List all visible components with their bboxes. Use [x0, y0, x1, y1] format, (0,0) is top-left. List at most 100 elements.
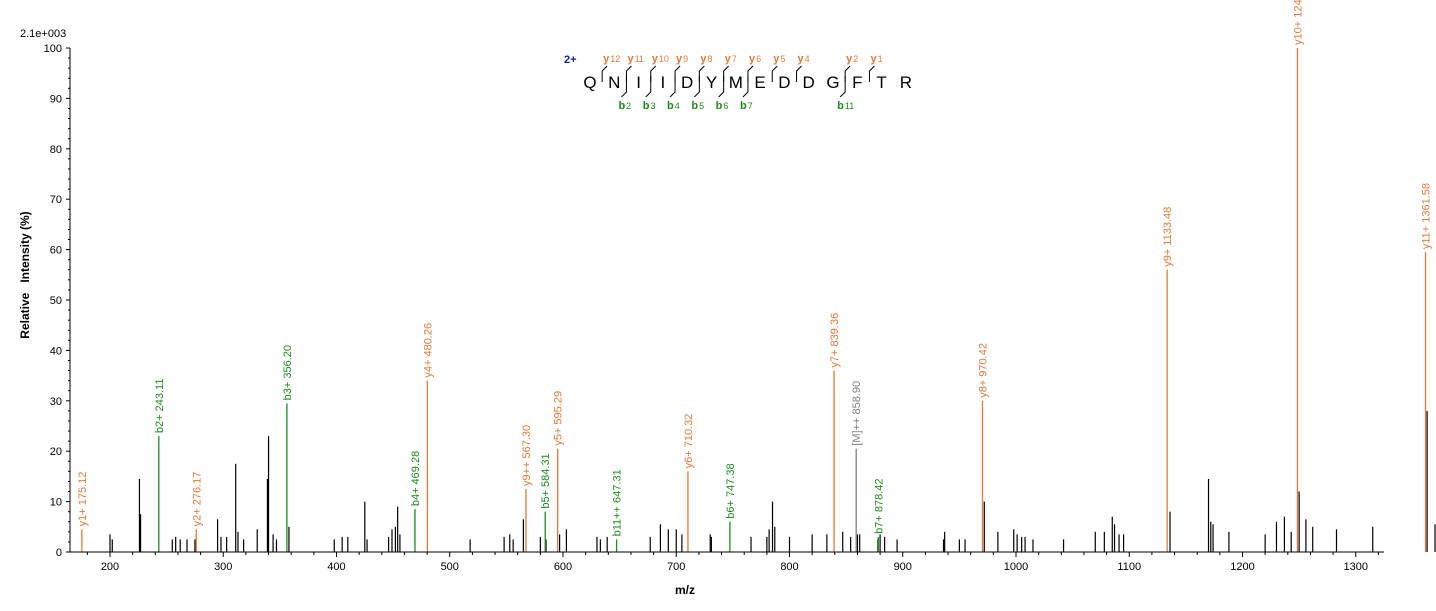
y-fragment-bracket: [771, 65, 778, 82]
residue: Y: [706, 73, 717, 92]
peak-label-15: y8+ 970.42: [978, 343, 990, 398]
y-ion-number: 10: [659, 54, 669, 64]
residue: D: [681, 73, 693, 92]
y-tick-label: 0: [56, 547, 62, 559]
y-ion-letter: y: [773, 53, 780, 65]
b-fragment-bracket: [669, 76, 676, 98]
peak-label-4: b4+ 469.28: [410, 451, 422, 506]
b-ion-letter: b: [643, 100, 650, 112]
y-ion-letter: y: [676, 53, 683, 65]
residue: I: [661, 73, 666, 92]
peak-label-13: [M]++ 858.90: [851, 381, 863, 446]
y-fragment-bracket: [747, 65, 754, 82]
y-ion-number: 12: [610, 54, 620, 64]
peak-label-3: b3+ 356.20: [282, 345, 294, 400]
y-fragment-bracket: [601, 65, 608, 82]
b-fragment-bracket: [742, 76, 749, 98]
y-ion-number: 9: [683, 54, 688, 64]
residue: N: [608, 73, 620, 92]
peak-label-6: y9++ 567.30: [521, 425, 533, 486]
b-ion-letter: b: [740, 100, 747, 112]
residue: I: [636, 73, 641, 92]
b-ion-label: b6: [716, 100, 729, 112]
y-tick-label: 40: [50, 345, 62, 357]
y-ion-letter: y: [603, 53, 610, 65]
b-ion-number: 6: [723, 101, 728, 111]
x-tick-label: 400: [327, 561, 345, 573]
y-tick-label: 80: [50, 144, 62, 156]
residue: F: [852, 73, 862, 92]
y-ion-label: y10: [652, 53, 669, 65]
b-ion-number: 5: [699, 101, 704, 111]
peak-label-18: y11+ 1361.58: [1420, 183, 1432, 249]
x-tick-label: 500: [441, 561, 459, 573]
peak-label-2: y2+ 276.17: [191, 472, 203, 527]
b-ion-number: 7: [748, 101, 753, 111]
y-ion-letter: y: [725, 53, 732, 65]
residue: M: [729, 73, 743, 92]
x-tick-label: 1300: [1344, 561, 1368, 573]
peak-label-17: y10+ 1248.50: [1292, 0, 1304, 45]
b-ion-number: 11: [845, 101, 854, 111]
y-tick-label: 70: [50, 194, 62, 206]
peak-label-7: b5+ 584.31: [540, 453, 552, 508]
peak-label-16: y9+ 1133.48: [1162, 207, 1174, 267]
peak-label-1: b2+ 243.11: [154, 379, 166, 434]
b-ion-letter: b: [716, 100, 723, 112]
peak-label-11: b6+ 747.38: [725, 463, 737, 518]
b-ion-label: b5: [691, 100, 704, 112]
y-ion-label: y5: [773, 53, 785, 65]
y-axis-title: Relative Intensity (%): [18, 211, 32, 338]
x-tick-label: 300: [214, 561, 232, 573]
residue: T: [876, 73, 886, 92]
y-tick-label: 30: [50, 396, 62, 408]
y-ion-number: 5: [780, 54, 785, 64]
peak-label-12: y7+ 839.36: [829, 313, 841, 368]
y-fragment-bracket: [650, 65, 657, 82]
x-tick-label: 1200: [1230, 561, 1254, 573]
y-ion-label: y8: [700, 53, 712, 65]
y-ion-label: y6: [749, 53, 761, 65]
y-fragment-bracket: [698, 65, 705, 82]
y-ion-letter: y: [652, 53, 659, 65]
x-tick-label: 200: [101, 561, 119, 573]
y-ion-letter: y: [846, 53, 853, 65]
x-tick-label: 1000: [1004, 561, 1028, 573]
b-fragment-bracket: [621, 76, 627, 98]
x-tick-label: 800: [780, 561, 798, 573]
peak-label-9: b11++ 647.31: [612, 469, 624, 536]
y-ion-number: 2: [853, 54, 858, 64]
y-tick-label: 10: [50, 497, 62, 509]
y-ion-letter: y: [798, 53, 805, 65]
charge-state: 2+: [564, 54, 577, 66]
b-fragment-bracket: [693, 76, 700, 98]
y-tick-label: 20: [50, 446, 62, 458]
y-ion-letter: y: [627, 53, 634, 65]
x-tick-label: 700: [667, 561, 685, 573]
y-tick-label: 50: [50, 295, 62, 307]
b-ion-number: 2: [626, 101, 631, 111]
residue: R: [900, 73, 912, 92]
b-ion-label: b7: [740, 100, 753, 112]
peak-label-14: b7+ 878.42: [873, 479, 885, 534]
y-fragment-bracket: [796, 65, 802, 82]
y-ion-letter: y: [700, 53, 707, 65]
b-fragment-bracket: [645, 76, 652, 98]
x-tick-label: 1100: [1117, 561, 1141, 573]
y-ion-label: y9: [676, 53, 688, 65]
b-ion-letter: b: [691, 100, 698, 112]
unassigned-peaks: [109, 410, 1436, 552]
peak-label-10: y6+ 710.32: [683, 414, 695, 469]
y-ion-number: 7: [732, 54, 737, 64]
b-ion-label: b4: [667, 100, 680, 112]
y-fragment-bracket: [674, 65, 681, 82]
y-fragment-bracket: [844, 65, 851, 82]
b-ion-label: b2: [618, 100, 631, 112]
x-axis-title: m/z: [675, 583, 695, 597]
b-ion-label: b3: [643, 100, 656, 112]
residue: D: [803, 73, 815, 92]
residue: G: [826, 73, 839, 92]
y-ion-number: 8: [707, 54, 712, 64]
